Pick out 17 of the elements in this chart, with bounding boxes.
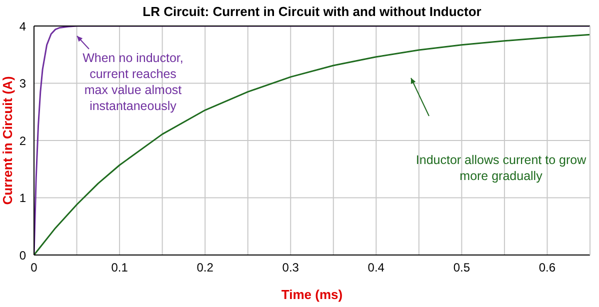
x-tick-label: 0.5 — [453, 260, 470, 275]
y-axis-title: Current in Circuit (A) — [0, 76, 15, 205]
y-tick-label: 1 — [19, 191, 26, 206]
y-tick-label: 3 — [19, 76, 26, 91]
x-tick-label: 0 — [30, 260, 38, 275]
x-tick-label: 0.1 — [111, 260, 128, 275]
x-axis-title: Time (ms) — [281, 287, 343, 302]
annotation: When no inductor, current reaches max value almost instantaneously — [82, 51, 184, 113]
x-tick-label: 0.2 — [196, 260, 214, 275]
y-tick-label: 2 — [19, 134, 26, 148]
x-tick-label: 0.4 — [368, 260, 385, 275]
y-tick-label: 0 — [19, 248, 26, 262]
y-tick-label: 4 — [19, 19, 26, 34]
annotation: Inductor allows current to grow more gradually — [416, 153, 588, 183]
x-tick-label: 0.3 — [282, 260, 300, 275]
chart-title: LR Circuit: Current in Circuit with and without Inductor — [142, 4, 482, 19]
x-tick-label: 0.6 — [538, 260, 556, 275]
